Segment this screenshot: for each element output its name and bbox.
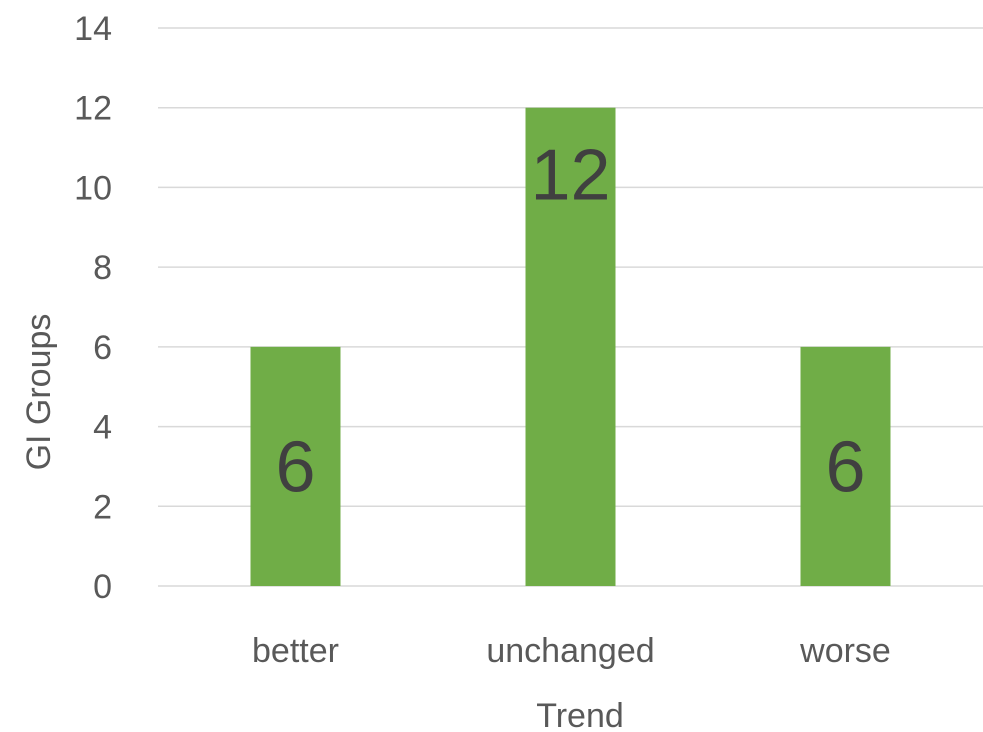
bars (250, 107, 891, 586)
x-axis-ticks: better unchanged worse (252, 632, 891, 670)
data-label-unchanged: 12 (530, 136, 610, 216)
y-axis-ticks: 0 2 4 6 8 10 12 14 (74, 10, 112, 606)
y-tick-label: 12 (74, 90, 112, 128)
y-tick-label: 8 (93, 249, 112, 287)
data-label-worse: 6 (825, 427, 865, 507)
y-tick-label: 2 (93, 488, 112, 526)
data-label-better: 6 (275, 427, 315, 507)
bar-better (250, 346, 341, 586)
x-tick-label-worse: worse (799, 632, 891, 670)
y-tick-label: 6 (93, 329, 112, 367)
x-tick-label-unchanged: unchanged (486, 632, 654, 670)
y-tick-label: 4 (93, 409, 112, 447)
bar-unchanged (525, 107, 616, 586)
x-axis-title: Trend (536, 697, 624, 732)
y-axis-title: GI Groups (20, 314, 58, 471)
y-tick-label: 10 (74, 169, 112, 207)
bar-worse (800, 346, 891, 586)
x-tick-label-better: better (252, 632, 339, 670)
y-tick-label: 14 (74, 10, 112, 48)
data-labels: 6 12 6 (275, 136, 865, 508)
y-tick-label: 0 (93, 568, 112, 606)
